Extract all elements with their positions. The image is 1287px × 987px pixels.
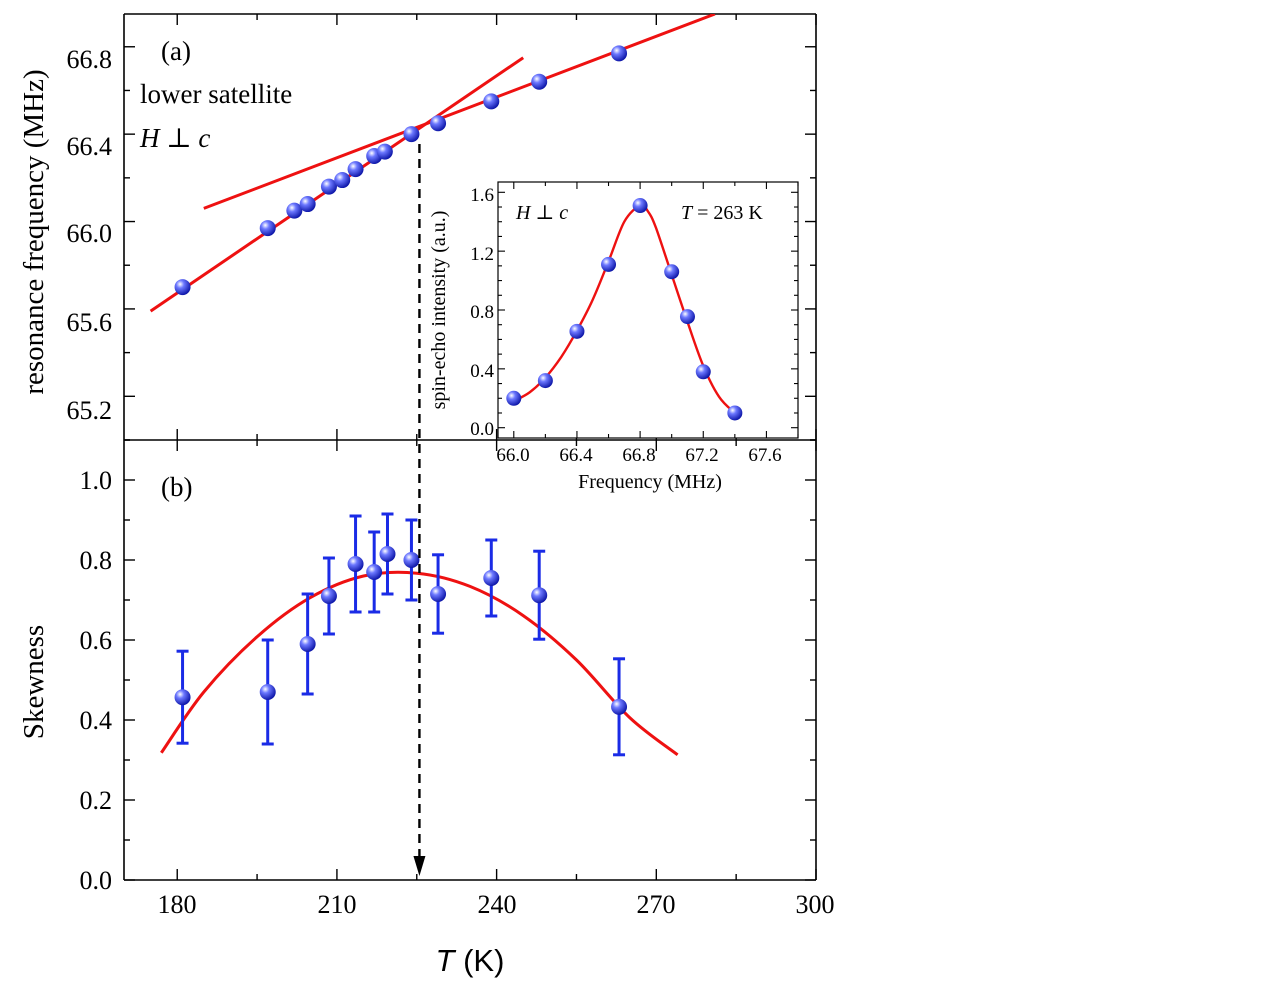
panel-a-data-point [430, 115, 447, 132]
panel-a-ylabel: resonance frequency (MHz) [18, 69, 50, 394]
panel-b-data-point [483, 570, 500, 586]
inset-data-point [727, 405, 743, 421]
inset-ytick-label: 1.2 [470, 244, 494, 265]
inset-data-point [695, 364, 711, 380]
panel-a-fit-line-2 [203, 14, 716, 210]
panel-a-data-point [611, 45, 628, 62]
panel-a-tick-labels: 65.2 65.6 66.0 66.4 66.8 [67, 45, 113, 425]
panel-a-data-point [334, 172, 351, 189]
inset-data-point [664, 264, 680, 280]
panel-a-data-point [403, 126, 420, 143]
panel-b-ytick-label: 1.0 [80, 466, 113, 495]
inset-frame [497, 181, 799, 439]
panel-a-ytick-label: 66.8 [67, 45, 113, 74]
panel-a-data-point [320, 178, 337, 195]
panel-a-ytick-label: 65.2 [67, 396, 113, 425]
inset-ytick-label: 0.0 [470, 419, 494, 440]
panel-a-data-point [174, 279, 191, 296]
panel-b-data-point [531, 587, 548, 604]
panel-b-data-point [259, 684, 276, 700]
panel-a-data-point [259, 220, 276, 237]
inset-fit-curve-path [513, 203, 736, 414]
panel-b-data-point [299, 636, 316, 652]
panel-b-label: (b) [161, 472, 192, 502]
panel-a-data-point [376, 143, 393, 160]
inset-ytick-label: 0.4 [470, 361, 494, 382]
panel-b-data-point [430, 586, 447, 602]
panel-a-data-point [299, 196, 316, 213]
inset-ticks [498, 182, 799, 438]
inset-orientation: H ⊥ c [515, 202, 568, 224]
panel-b-fit-curve [160, 570, 679, 756]
panel-a-data-point [483, 93, 500, 110]
inset-ytick-label: 1.6 [470, 185, 494, 206]
inset-xtick-label: 66.8 [622, 445, 655, 466]
inset-ylabel: spin-echo intensity (a.u.) [428, 211, 450, 410]
inset-temperature: T = 263 K [681, 202, 763, 224]
panel-b-data-point [611, 698, 628, 715]
panel-b-data-point [379, 546, 396, 562]
panel-b-ticks [124, 439, 817, 881]
panel-b-xtick-label: 270 [637, 890, 676, 919]
panel-b-xtick-label: 300 [796, 890, 835, 919]
transition-arrow [413, 144, 426, 876]
inset-data-point [506, 390, 522, 406]
inset-data-point [537, 373, 553, 389]
inset-ytick-label: 0.8 [470, 302, 494, 323]
inset-data-point [679, 309, 695, 325]
inset-xtick-label: 67.2 [685, 445, 718, 466]
panel-a-data-point [286, 202, 303, 219]
inset-fit-curve [513, 203, 736, 414]
panel-b-data-point [403, 552, 420, 568]
panel-b-data-point [347, 556, 364, 572]
panel-b-data-point [174, 689, 191, 706]
panel-b-tick-labels: 0.0 0.2 0.4 0.6 0.8 1.0 180 210 240 270 … [80, 466, 835, 919]
panel-b-fit-curve-path [160, 570, 679, 756]
panel-b-ylabel: Skewness [18, 625, 50, 739]
panel-b-xtick-label: 180 [158, 890, 197, 919]
panel-b-xtick-label: 210 [318, 890, 357, 919]
inset-data-point [569, 323, 585, 339]
panel-a-data-point [531, 73, 548, 90]
inset-data-point [632, 198, 648, 214]
panel-b-data-point [320, 588, 337, 604]
inset-data-point [601, 256, 617, 272]
inset-points [506, 198, 743, 421]
panel-a-orientation: H ⊥ c [139, 123, 210, 153]
panel-a-ytick-label: 65.6 [67, 308, 113, 337]
inset-tick-labels: 0.0 0.4 0.8 1.2 1.6 66.0 66.4 66.8 67.2 … [470, 185, 781, 466]
panel-a: 65.2 65.6 66.0 66.4 66.8 resonance frequ… [18, 14, 817, 441]
panel-a-ytick-label: 66.0 [67, 219, 113, 248]
panel-b-xlabel: T (K) [436, 943, 505, 978]
inset-xtick-label: 66.0 [496, 445, 529, 466]
inset-xtick-label: 66.4 [559, 445, 593, 466]
panel-a-annotation: lower satellite [140, 79, 292, 109]
panel-a-label: (a) [161, 36, 191, 66]
panel-b-ytick-label: 0.6 [80, 626, 113, 655]
panel-a-data-point [347, 161, 364, 178]
panel-a-points [174, 45, 628, 296]
transition-arrow-head [413, 856, 426, 876]
panel-b-xtick-label: 240 [478, 890, 517, 919]
inset-xtick-label: 67.6 [748, 445, 781, 466]
panel-b-ytick-label: 0.2 [80, 786, 113, 815]
inset-xlabel: Frequency (MHz) [578, 471, 722, 493]
panel-b-ytick-label: 0.0 [80, 866, 113, 895]
panel-a-ytick-label: 66.4 [67, 132, 113, 161]
panel-b-points [174, 512, 628, 757]
panel-b-ytick-label: 0.4 [80, 706, 113, 735]
panel-b: 0.0 0.2 0.4 0.6 0.8 1.0 180 210 240 270 … [18, 439, 835, 978]
panel-b-data-point [366, 564, 383, 580]
panel-b-ytick-label: 0.8 [80, 546, 113, 575]
inset-spectrum: 0.0 0.4 0.8 1.2 1.6 66.0 66.4 66.8 67.2 … [428, 181, 799, 493]
